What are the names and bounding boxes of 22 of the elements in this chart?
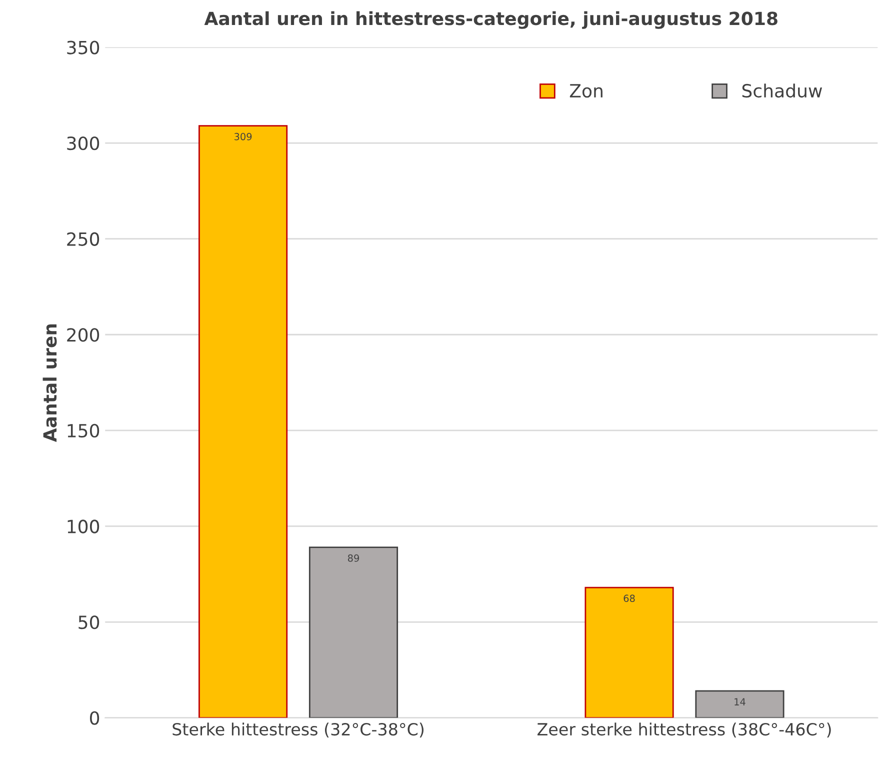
x-tick-label: Sterke hittestress (32°C-38°C) bbox=[172, 722, 424, 738]
y-tick-label: 300 bbox=[67, 136, 100, 150]
bar bbox=[584, 586, 674, 718]
y-tick-label: 50 bbox=[78, 615, 100, 630]
bar bbox=[198, 125, 288, 718]
y-tick-label: 150 bbox=[68, 424, 100, 438]
x-tick-label: Zeer sterke hittestress (38C°-46C°) bbox=[538, 722, 831, 738]
legend-label: Schaduw bbox=[742, 84, 822, 98]
chart-title: Aantal uren in hittestress-categorie, juni-augustus 2018 bbox=[204, 11, 778, 29]
y-tick-label: 350 bbox=[67, 40, 100, 54]
y-axis-title: Aantal uren bbox=[42, 324, 57, 442]
data-label: 14 bbox=[734, 698, 746, 706]
y-tick-label: 250 bbox=[67, 232, 100, 246]
y-tick-label: 0 bbox=[90, 711, 100, 725]
data-label: 309 bbox=[234, 132, 252, 140]
data-label: 68 bbox=[624, 594, 635, 602]
legend-label: Zon bbox=[570, 84, 602, 98]
bar bbox=[695, 690, 784, 718]
data-label: 89 bbox=[348, 554, 359, 562]
bar bbox=[308, 546, 398, 718]
y-tick-label: 100 bbox=[68, 520, 100, 534]
y-tick-label: 200 bbox=[67, 328, 100, 342]
